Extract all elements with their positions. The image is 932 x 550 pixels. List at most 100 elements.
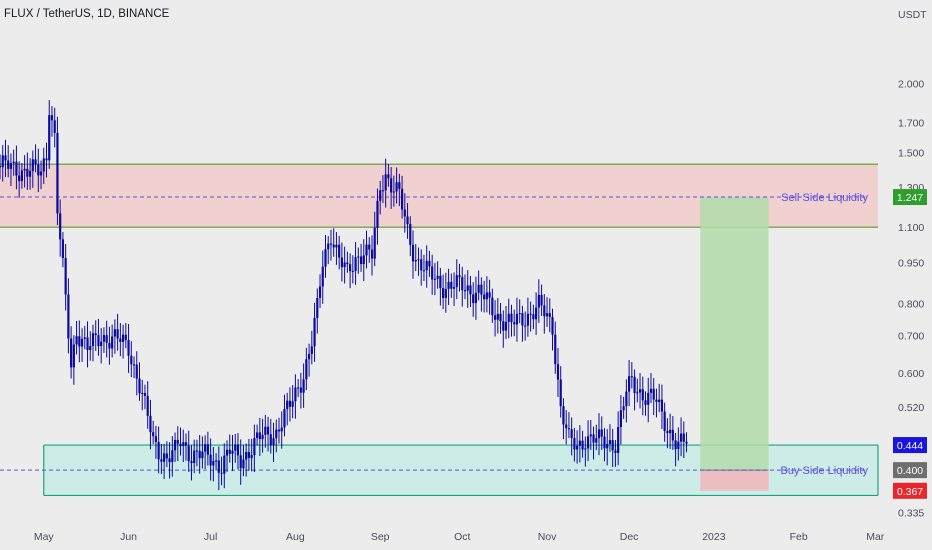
candle-body [551, 317, 554, 335]
candle-body [171, 450, 174, 463]
candle-body [526, 313, 529, 326]
x-tick-label: 2023 [702, 531, 726, 543]
candle-body [652, 388, 655, 400]
candle-body [349, 264, 352, 272]
candle-body [258, 432, 261, 440]
position-target-area [700, 197, 769, 471]
candle-body [132, 364, 136, 366]
candle-body [316, 297, 319, 318]
candle-body [149, 415, 152, 433]
candle-body [37, 164, 40, 176]
candle-body [368, 244, 371, 250]
candle-body [354, 257, 357, 272]
candle-body [297, 387, 300, 389]
candle-body [603, 436, 606, 449]
candle-body [318, 286, 322, 298]
candle-body [9, 163, 13, 169]
y-tick-label: 0.600 [898, 368, 924, 380]
candle-body [606, 443, 609, 449]
price-label-blue: 0.444 [897, 440, 923, 452]
liquidity-label-2: Buy Side Liquidity [781, 465, 869, 477]
y-tick-label: 2.000 [898, 79, 924, 91]
candle-body [223, 455, 226, 474]
candle-body [450, 281, 453, 289]
candle-body [671, 429, 674, 441]
x-tick-label: Jul [204, 531, 217, 543]
candle-body [94, 333, 97, 336]
x-tick-label: Mar [866, 531, 885, 543]
candle-body [294, 387, 297, 402]
candle-body [452, 287, 456, 289]
candle-body [228, 449, 231, 454]
candle-body [111, 336, 114, 349]
candle-body [277, 429, 281, 432]
candle-body [236, 444, 240, 456]
candle-body [436, 275, 439, 279]
candle-body [392, 191, 395, 193]
x-tick-label: Aug [286, 531, 305, 543]
candle-body [18, 175, 21, 182]
candle-body [562, 406, 565, 425]
candle-body [442, 288, 445, 298]
candle-body [193, 450, 196, 464]
candle-body [633, 376, 636, 394]
candle-body [567, 428, 571, 430]
candle-body [417, 259, 420, 261]
candle-body [286, 400, 289, 410]
candle-body [384, 174, 387, 191]
candle-body [379, 190, 382, 201]
candle-body [163, 453, 166, 462]
candle-body [231, 450, 234, 454]
candle-body [499, 313, 502, 322]
candle-body [611, 440, 614, 451]
candle-body [674, 440, 677, 450]
price-label-green-bg [893, 189, 927, 206]
candle-body [586, 436, 590, 449]
candle-body [100, 341, 103, 347]
candle-body [559, 379, 562, 407]
candle-body [198, 450, 201, 459]
candle-body [488, 292, 491, 298]
candle-body [627, 376, 631, 392]
candle-body [409, 224, 412, 245]
candle-body [433, 278, 436, 280]
x-tick-label: Jun [120, 531, 137, 543]
candle-body [327, 243, 330, 250]
candle-body [398, 182, 401, 189]
candle-body [491, 297, 494, 316]
candle-body [247, 451, 251, 458]
candle-body [0, 165, 2, 168]
candle-body [647, 392, 650, 405]
candle-body [480, 284, 483, 295]
candle-body [61, 239, 65, 259]
candle-body [669, 429, 672, 434]
candle-body [483, 294, 486, 300]
candle-body [515, 313, 519, 325]
candle-body [105, 335, 108, 343]
candle-body [143, 393, 147, 396]
candle-body [581, 440, 584, 450]
candle-body [78, 336, 81, 347]
candle-body [614, 450, 617, 453]
candle-body [182, 442, 185, 447]
candle-body [42, 158, 45, 172]
candle-body [622, 406, 625, 411]
candle-body [679, 433, 683, 442]
candle-body [617, 427, 620, 453]
candle-body [31, 159, 34, 171]
candle-body [638, 389, 642, 393]
candle-body [556, 364, 560, 380]
candle-body [45, 158, 48, 161]
candle-body [59, 213, 62, 240]
x-tick-label: Dec [620, 531, 639, 543]
candle-body [595, 438, 598, 443]
liquidity-label-1: Sell Side Liquidity [781, 192, 868, 204]
candle-body [463, 290, 467, 292]
candle-body [15, 161, 18, 176]
candle-body [307, 353, 311, 360]
candle-body [310, 346, 313, 354]
x-tick-label: May [34, 531, 55, 543]
candle-body [261, 434, 264, 440]
candle-body [116, 329, 119, 339]
